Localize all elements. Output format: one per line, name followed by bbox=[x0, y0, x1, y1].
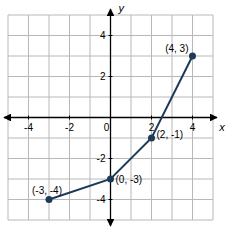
chart: -4 -2 0 2 4 -4 -2 2 4 x y (-3, -4) (0, -3) (2, -1) (4,… bbox=[0, 0, 228, 234]
point bbox=[107, 176, 114, 183]
data-labels: (-3, -4) (0, -3) (2, -1) (4, 3) bbox=[32, 43, 189, 196]
tick-labels: -4 -2 0 2 4 -4 -2 2 4 bbox=[24, 30, 196, 205]
line bbox=[49, 56, 193, 200]
point bbox=[189, 53, 196, 60]
data-label: (-3, -4) bbox=[32, 185, 62, 196]
data-group bbox=[46, 53, 197, 204]
y-axis-title: y bbox=[118, 2, 126, 14]
x-tick bbox=[28, 116, 29, 120]
x-tick-label: -4 bbox=[24, 122, 33, 133]
data-label: (2, -1) bbox=[157, 129, 184, 140]
grid-line bbox=[8, 158, 213, 159]
grid-line bbox=[151, 15, 152, 220]
y-tick bbox=[109, 76, 113, 77]
grid-line bbox=[28, 15, 29, 220]
y-tick-label: 2 bbox=[100, 71, 106, 82]
grid-line bbox=[192, 15, 193, 220]
x-tick bbox=[69, 116, 70, 120]
y-tick-label: -4 bbox=[97, 194, 106, 205]
y-tick bbox=[109, 158, 113, 159]
grid-line bbox=[8, 199, 213, 200]
data-label: (0, -3) bbox=[116, 174, 143, 185]
grid-line bbox=[69, 15, 70, 220]
x-tick bbox=[151, 116, 152, 120]
grid-line bbox=[8, 199, 213, 200]
grid-line bbox=[8, 35, 213, 36]
grid-line bbox=[151, 15, 152, 220]
x-axis-title: x bbox=[218, 121, 225, 133]
x-tick bbox=[192, 116, 193, 120]
y-tick bbox=[109, 35, 113, 36]
point bbox=[46, 196, 53, 203]
y-tick-label: -2 bbox=[97, 153, 106, 164]
y-axis bbox=[110, 9, 111, 226]
grid-line bbox=[28, 15, 29, 220]
point bbox=[148, 135, 155, 142]
y-tick-label: 4 bbox=[100, 30, 106, 41]
x-tick-label: 2 bbox=[149, 122, 155, 133]
x-tick bbox=[110, 116, 111, 120]
grid-line bbox=[8, 158, 213, 159]
grid-line bbox=[192, 15, 193, 220]
x-tick-label: 4 bbox=[190, 122, 196, 133]
x-tick-label: -2 bbox=[65, 122, 74, 133]
y-tick bbox=[109, 199, 113, 200]
grid-line bbox=[8, 35, 213, 36]
data-label: (4, 3) bbox=[165, 43, 188, 54]
chart-container: -4 -2 0 2 4 -4 -2 2 4 x y (-3, -4) (0, -3) (2, -1) (4,… bbox=[0, 0, 228, 234]
x-tick-label: 0 bbox=[104, 122, 110, 133]
grid-line bbox=[69, 15, 70, 220]
